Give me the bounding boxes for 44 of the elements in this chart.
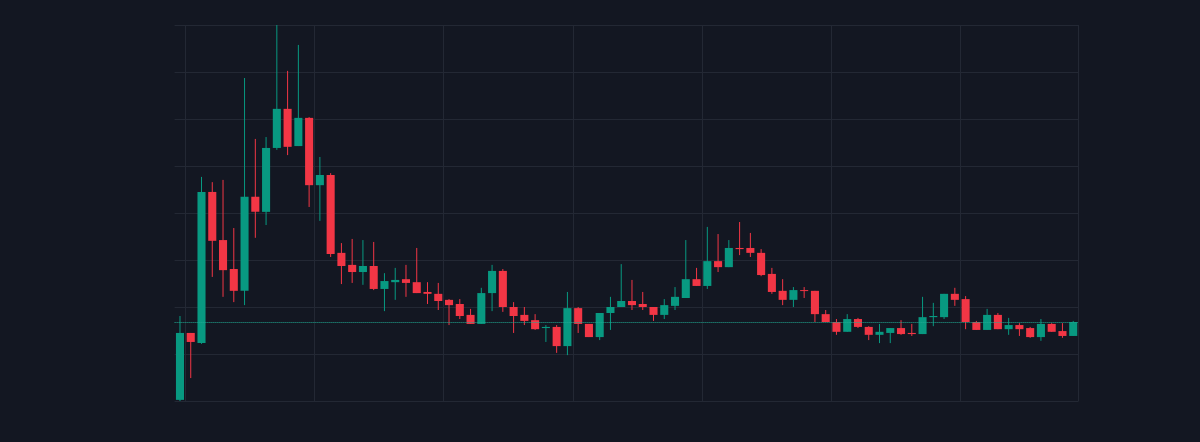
- candlestick: [681, 239, 690, 299]
- candlestick: [638, 291, 647, 311]
- candlestick: [186, 332, 195, 379]
- candlestick: [800, 286, 809, 299]
- candlestick: [627, 279, 637, 311]
- candlestick: [401, 264, 411, 298]
- candlestick: [369, 241, 378, 291]
- candlestick: [940, 293, 949, 320]
- candlestick: [509, 301, 518, 334]
- candlestick: [896, 319, 906, 336]
- candlestick: [789, 286, 798, 308]
- candlestick: [229, 227, 238, 303]
- candlestick: [950, 287, 959, 307]
- candlestick: [918, 296, 927, 335]
- candlestick: [961, 295, 970, 330]
- candlestick: [455, 298, 464, 320]
- candlestick: [574, 306, 583, 334]
- candlestick: [488, 264, 497, 312]
- candlestick: [520, 306, 529, 326]
- candlestick: [714, 233, 723, 273]
- candlestick: [692, 267, 701, 287]
- candlestick: [412, 247, 421, 294]
- candlestick: [423, 281, 432, 305]
- candlestick: [552, 324, 561, 354]
- candlestick: [337, 242, 346, 285]
- candlestick: [380, 272, 389, 312]
- candlestick: [1036, 318, 1045, 342]
- candlestick: [358, 239, 367, 286]
- candlestick: [617, 263, 626, 308]
- candlestick: [778, 278, 787, 306]
- candlestick: [724, 239, 733, 268]
- candlestick: [810, 290, 819, 323]
- candlestick: [746, 232, 755, 258]
- candlestick: [251, 138, 260, 239]
- candlestick: [660, 298, 669, 320]
- candlestick: [875, 323, 884, 344]
- candlestick: [348, 238, 357, 284]
- candlestick: [606, 296, 615, 331]
- candlestick: [315, 156, 324, 222]
- candlestick: [434, 282, 443, 311]
- candlestick: [757, 248, 766, 277]
- candlestick: [670, 286, 680, 311]
- candlestick: [767, 267, 776, 295]
- candlestick: [444, 298, 454, 326]
